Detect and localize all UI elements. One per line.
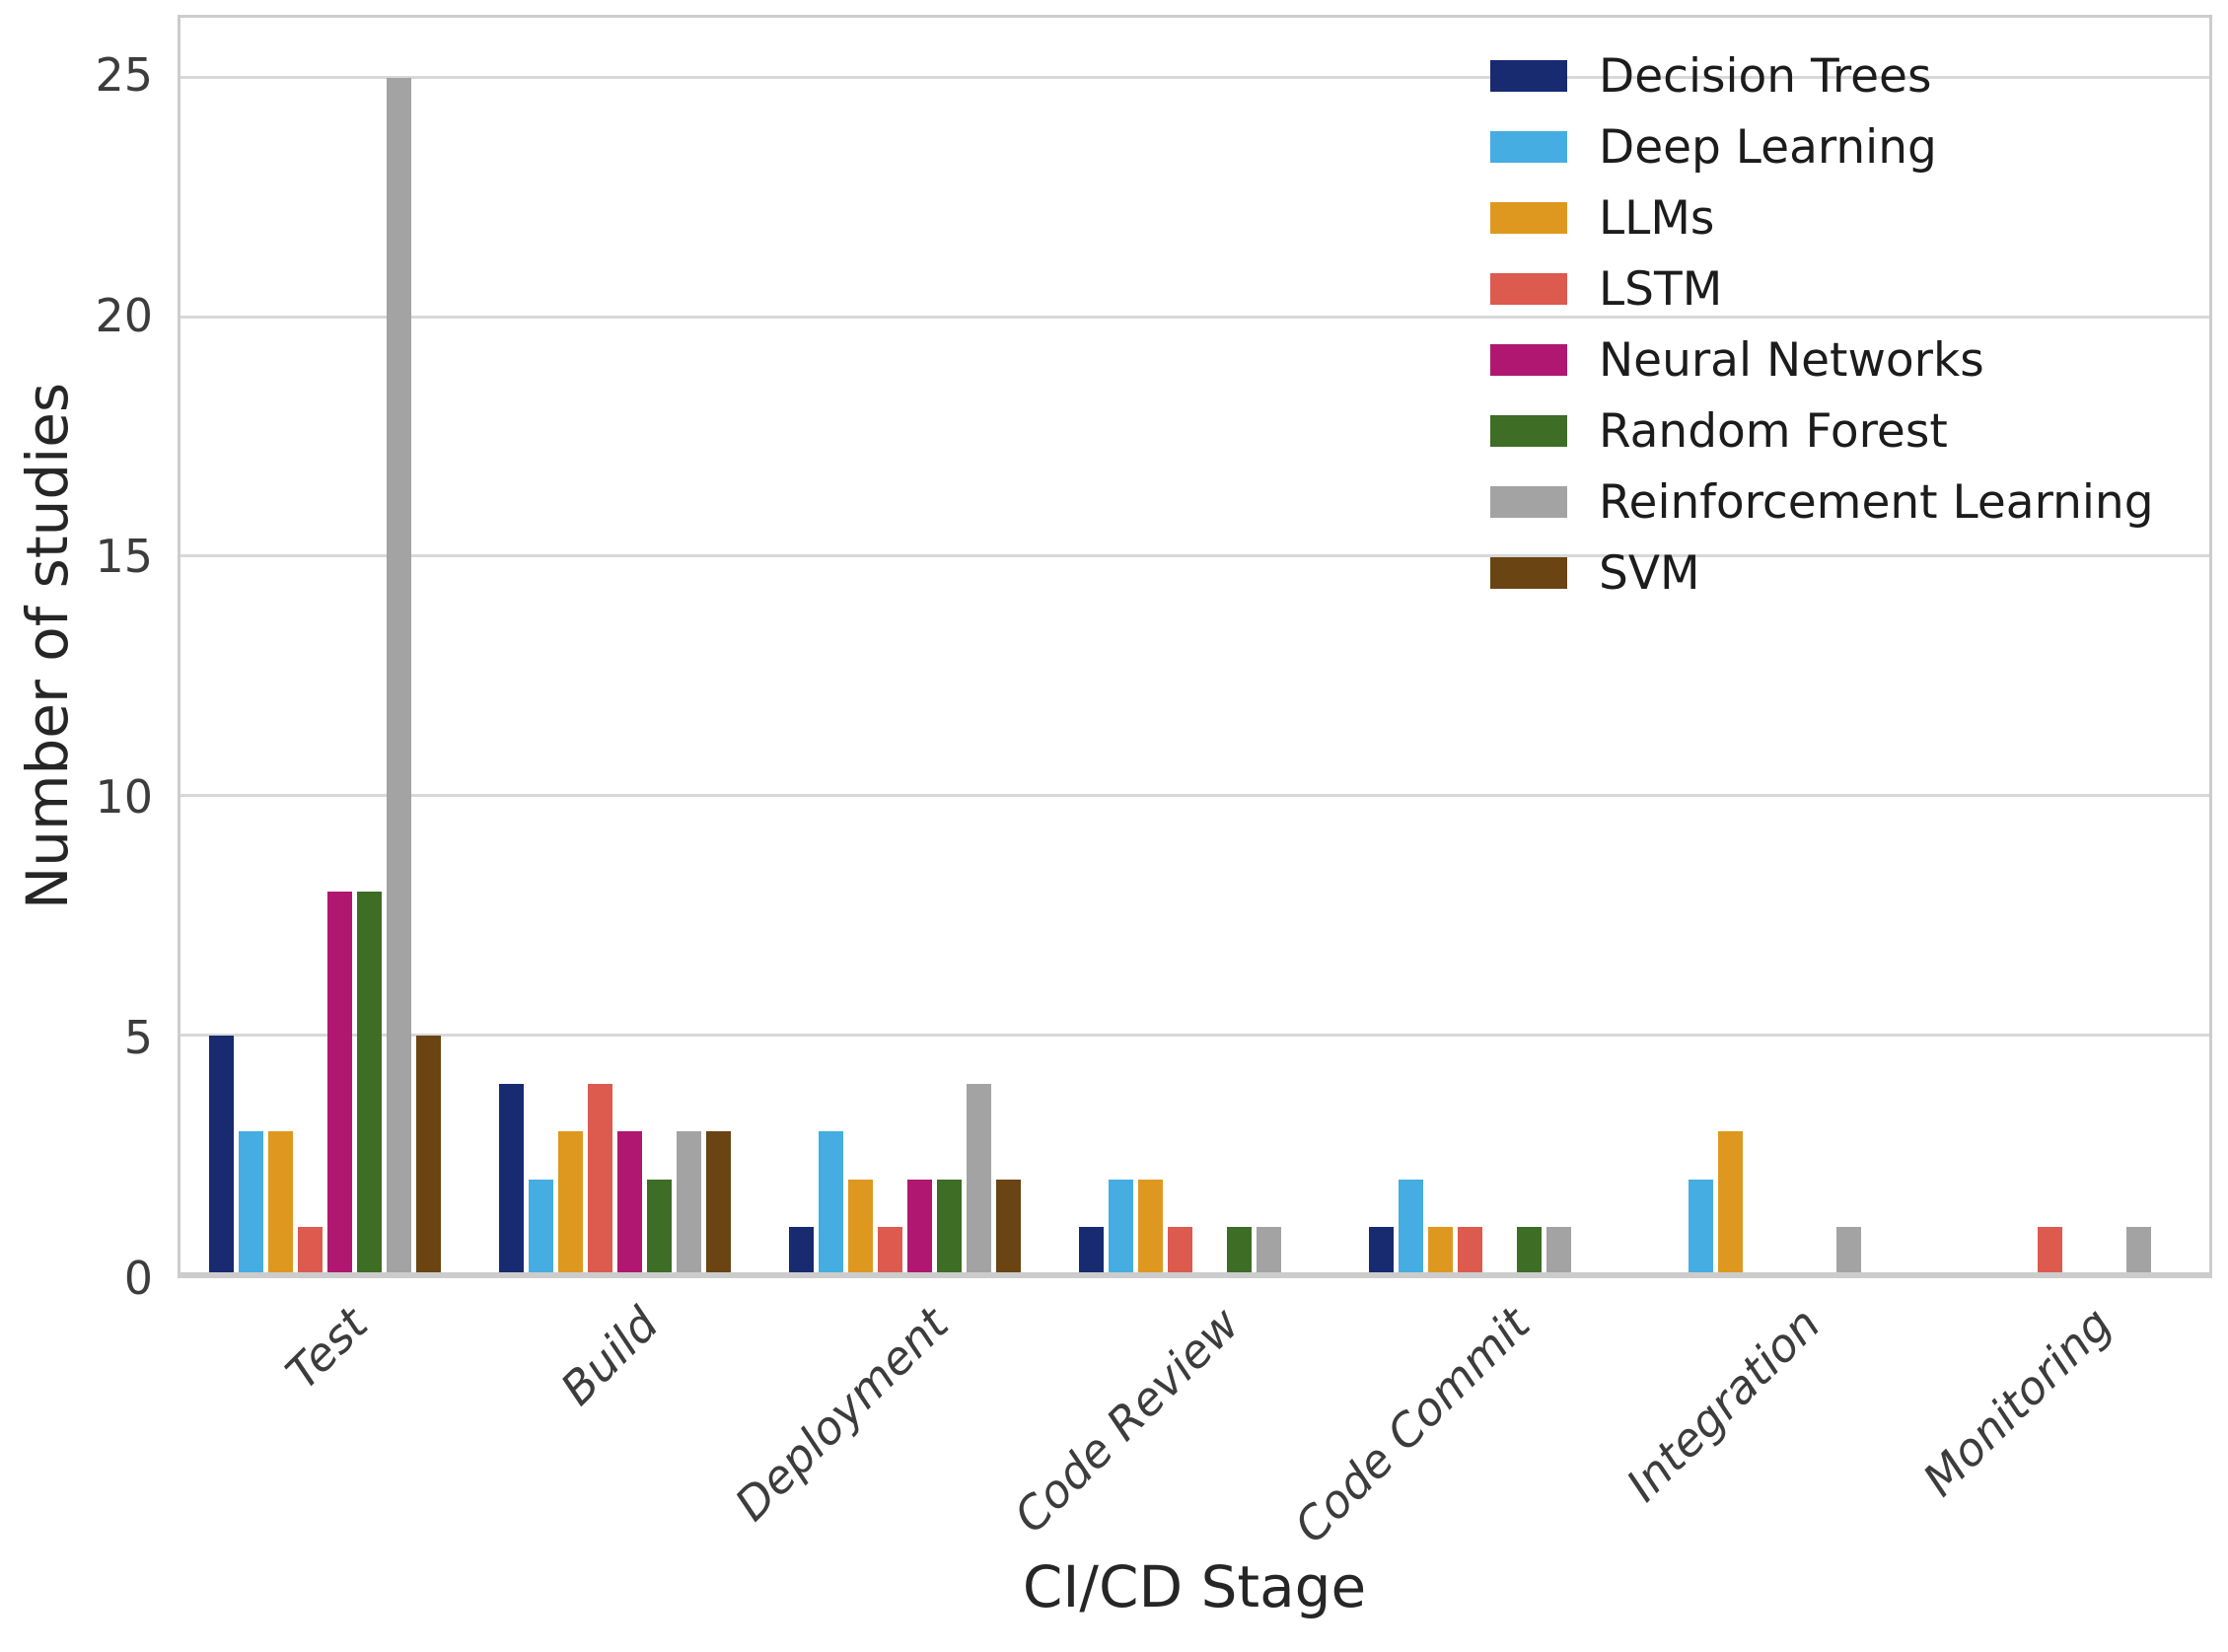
y-tick-label-0: 0 [123, 1252, 153, 1305]
bar-neural-networks-test [327, 892, 353, 1275]
bar-group-build [470, 18, 760, 1275]
plot-area [178, 15, 2212, 1278]
legend-swatch-icon [1490, 131, 1567, 163]
gridline-y-20 [180, 315, 2209, 319]
bar-decision-trees-code-review [1078, 1227, 1104, 1275]
legend-label: LLMs [1599, 190, 1715, 246]
bar-reinforcement-learning-code-review [1256, 1227, 1281, 1275]
bar-reinforcement-learning-test [387, 77, 412, 1275]
legend-label: Deep Learning [1599, 119, 1937, 175]
bar-deep-learning-deployment [819, 1131, 844, 1275]
legend-swatch-icon [1490, 344, 1567, 376]
x-tick-label-test: Test [274, 1297, 378, 1400]
y-tick-label-15: 15 [95, 530, 153, 583]
bar-llms-integration [1717, 1131, 1743, 1275]
y-tick-label-25: 25 [95, 48, 153, 102]
bar-svm-test [416, 1036, 442, 1275]
y-tick-label-5: 5 [123, 1011, 153, 1064]
x-axis-title: CI/CD Stage [1022, 1553, 1367, 1620]
bar-deep-learning-code-commit [1398, 1179, 1423, 1275]
bar-lstm-deployment [878, 1227, 903, 1275]
bar-llms-test [268, 1131, 294, 1275]
legend-item-deep-learning: Deep Learning [1490, 111, 2154, 182]
legend-item-reinforcement-learning: Reinforcement Learning [1490, 467, 2154, 538]
y-axis-title: Number of studies [14, 382, 81, 910]
legend-item-svm: SVM [1490, 538, 2154, 609]
gridline-y-15 [180, 554, 2209, 558]
legend-swatch-icon [1490, 557, 1567, 589]
y-tick-label-20: 20 [95, 289, 153, 342]
legend-label: Reinforcement Learning [1599, 474, 2154, 530]
bar-random-forest-code-commit [1516, 1227, 1542, 1275]
bar-reinforcement-learning-code-commit [1545, 1227, 1571, 1275]
bar-random-forest-build [647, 1179, 673, 1275]
legend-label: Random Forest [1599, 403, 1948, 459]
bar-reinforcement-learning-build [677, 1131, 702, 1275]
bar-neural-networks-build [617, 1131, 643, 1275]
legend-item-lstm: LSTM [1490, 253, 2154, 324]
x-tick-label-code-commit: Code Commit [1283, 1297, 1541, 1553]
legend-item-decision-trees: Decision Trees [1490, 40, 2154, 111]
x-tick-label-build: Build [549, 1297, 669, 1416]
gridline-y-5 [180, 1034, 2209, 1038]
bar-reinforcement-learning-integration [1835, 1227, 1861, 1275]
legend-item-llms: LLMs [1490, 182, 2154, 253]
bar-llms-code-commit [1427, 1227, 1453, 1275]
legend: Decision Trees Deep Learning LLMs LSTM Neura… [1490, 40, 2154, 609]
bar-group-deployment [760, 18, 1050, 1275]
bar-lstm-code-commit [1457, 1227, 1482, 1275]
bar-decision-trees-test [209, 1036, 235, 1275]
legend-item-neural-networks: Neural Networks [1490, 324, 2154, 395]
bar-decision-trees-deployment [789, 1227, 815, 1275]
bar-group-code-review [1050, 18, 1340, 1275]
bar-reinforcement-learning-deployment [967, 1083, 992, 1275]
bar-lstm-test [298, 1227, 323, 1275]
legend-swatch-icon [1490, 486, 1567, 518]
bar-svm-deployment [996, 1179, 1022, 1275]
bar-random-forest-test [357, 892, 383, 1275]
bar-deep-learning-integration [1688, 1179, 1713, 1275]
bar-llms-deployment [848, 1179, 874, 1275]
x-tick-label-deployment: Deployment [725, 1297, 960, 1532]
bar-group-integration [1629, 18, 1919, 1275]
legend-label: Decision Trees [1599, 48, 1932, 104]
bar-lstm-code-review [1167, 1227, 1192, 1275]
legend-swatch-icon [1490, 273, 1567, 305]
legend-label: SVM [1599, 545, 1700, 601]
bar-deep-learning-test [239, 1131, 264, 1275]
bar-lstm-build [588, 1083, 613, 1275]
bar-decision-trees-code-commit [1368, 1227, 1394, 1275]
x-tick-label-code-review: Code Review [1003, 1297, 1250, 1544]
y-tick-label-10: 10 [95, 770, 153, 824]
bar-svm-build [706, 1131, 732, 1275]
bar-decision-trees-build [499, 1083, 525, 1275]
bar-group-code-commit [1339, 18, 1629, 1275]
bar-deep-learning-build [529, 1179, 554, 1275]
legend-label: LSTM [1599, 261, 1723, 317]
bar-llms-code-review [1137, 1179, 1163, 1275]
gridline-y-10 [180, 794, 2209, 798]
bar-deep-learning-code-review [1108, 1179, 1133, 1275]
x-tick-label-monitoring: Monitoring [1911, 1297, 2122, 1507]
bar-group-monitoring [1919, 18, 2209, 1275]
bar-neural-networks-deployment [907, 1179, 933, 1275]
legend-label: Neural Networks [1599, 332, 1984, 388]
bar-group-test [180, 18, 470, 1275]
bar-reinforcement-learning-monitoring [2125, 1227, 2151, 1275]
bar-random-forest-code-review [1226, 1227, 1252, 1275]
x-tick-label-integration: Integration [1616, 1297, 1832, 1512]
bar-random-forest-deployment [937, 1179, 963, 1275]
x-axis-line [178, 1272, 2212, 1278]
legend-swatch-icon [1490, 202, 1567, 234]
bar-lstm-monitoring [2037, 1227, 2062, 1275]
legend-swatch-icon [1490, 60, 1567, 92]
bar-llms-build [558, 1131, 584, 1275]
legend-item-random-forest: Random Forest [1490, 395, 2154, 467]
gridline-y-25 [180, 75, 2209, 79]
legend-swatch-icon [1490, 415, 1567, 447]
